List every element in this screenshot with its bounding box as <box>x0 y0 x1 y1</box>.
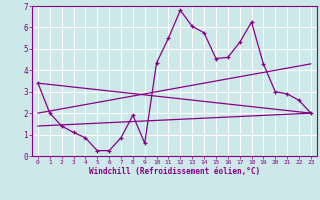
X-axis label: Windchill (Refroidissement éolien,°C): Windchill (Refroidissement éolien,°C) <box>89 167 260 176</box>
